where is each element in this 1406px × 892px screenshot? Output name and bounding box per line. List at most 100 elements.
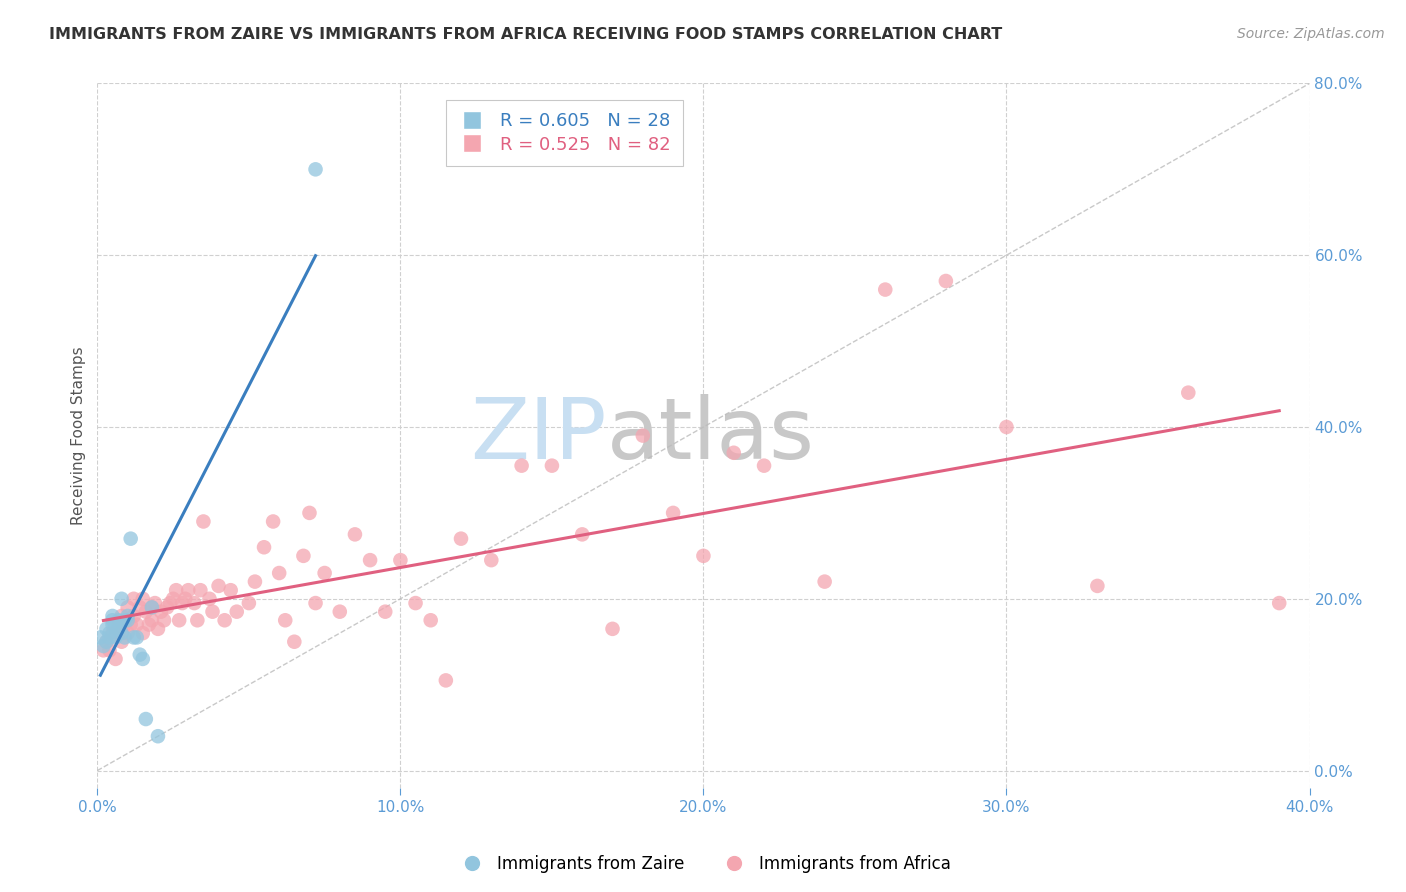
Point	[132, 591, 155, 606]
Point	[723, 446, 745, 460]
Text: ZIP: ZIP	[470, 394, 606, 477]
Point	[183, 596, 205, 610]
Text: atlas: atlas	[606, 394, 814, 477]
Point	[110, 634, 132, 648]
Point	[292, 549, 315, 563]
Point	[1177, 385, 1199, 400]
Point	[167, 613, 190, 627]
Point	[571, 527, 593, 541]
Point	[198, 591, 221, 606]
Point	[114, 631, 136, 645]
Point	[96, 634, 118, 648]
Point	[110, 609, 132, 624]
Point	[225, 605, 247, 619]
Legend: Immigrants from Zaire, Immigrants from Africa: Immigrants from Zaire, Immigrants from A…	[449, 848, 957, 880]
Point	[132, 652, 155, 666]
Point	[117, 600, 139, 615]
Point	[219, 583, 242, 598]
Point	[110, 591, 132, 606]
Point	[662, 506, 685, 520]
Point	[110, 626, 132, 640]
Point	[104, 617, 127, 632]
Point	[201, 605, 224, 619]
Point	[253, 541, 276, 555]
Point	[190, 583, 212, 598]
Point	[128, 648, 150, 662]
Point	[304, 596, 326, 610]
Point	[875, 283, 897, 297]
Text: IMMIGRANTS FROM ZAIRE VS IMMIGRANTS FROM AFRICA RECEIVING FOOD STAMPS CORRELATIO: IMMIGRANTS FROM ZAIRE VS IMMIGRANTS FROM…	[49, 27, 1002, 42]
Point	[132, 626, 155, 640]
Point	[114, 613, 136, 627]
Point	[214, 613, 236, 627]
Point	[193, 515, 215, 529]
Point	[146, 729, 169, 743]
Point	[238, 596, 260, 610]
Point	[434, 673, 457, 688]
Point	[114, 617, 136, 632]
Point	[343, 527, 366, 541]
Point	[243, 574, 266, 589]
Point	[122, 609, 145, 624]
Point	[96, 622, 118, 636]
Point	[122, 631, 145, 645]
Point	[174, 591, 197, 606]
Point	[98, 631, 121, 645]
Point	[602, 622, 624, 636]
Point	[262, 515, 284, 529]
Text: Source: ZipAtlas.com: Source: ZipAtlas.com	[1237, 27, 1385, 41]
Point	[125, 631, 148, 645]
Point	[107, 622, 129, 636]
Point	[117, 613, 139, 627]
Point	[146, 622, 169, 636]
Point	[177, 583, 200, 598]
Point	[269, 566, 291, 580]
Point	[101, 617, 124, 632]
Point	[153, 613, 176, 627]
Point	[141, 600, 163, 615]
Point	[359, 553, 381, 567]
Y-axis label: Receiving Food Stamps: Receiving Food Stamps	[72, 346, 86, 524]
Point	[101, 613, 124, 627]
Point	[93, 643, 115, 657]
Point	[274, 613, 297, 627]
Point	[122, 591, 145, 606]
Point	[510, 458, 533, 473]
Point	[298, 506, 321, 520]
Point	[141, 600, 163, 615]
Point	[143, 596, 166, 610]
Point	[104, 652, 127, 666]
Point	[450, 532, 472, 546]
Point	[89, 631, 111, 645]
Point	[135, 712, 157, 726]
Point	[419, 613, 441, 627]
Point	[329, 605, 352, 619]
Point	[141, 613, 163, 627]
Point	[541, 458, 564, 473]
Point	[96, 634, 118, 648]
Point	[125, 617, 148, 632]
Point	[93, 639, 115, 653]
Point	[162, 591, 184, 606]
Point	[104, 631, 127, 645]
Point	[389, 553, 412, 567]
Point	[138, 617, 160, 632]
Point	[101, 609, 124, 624]
Point	[117, 609, 139, 624]
Point	[405, 596, 427, 610]
Legend: R = 0.605   N = 28, R = 0.525   N = 82: R = 0.605 N = 28, R = 0.525 N = 82	[446, 100, 683, 166]
Point	[172, 596, 194, 610]
Point	[283, 634, 305, 648]
Point	[304, 162, 326, 177]
Point	[101, 626, 124, 640]
Point	[120, 617, 142, 632]
Point	[995, 420, 1018, 434]
Point	[814, 574, 837, 589]
Point	[692, 549, 714, 563]
Point	[98, 643, 121, 657]
Point	[935, 274, 957, 288]
Point	[159, 596, 181, 610]
Point	[98, 626, 121, 640]
Point	[107, 626, 129, 640]
Point	[374, 605, 396, 619]
